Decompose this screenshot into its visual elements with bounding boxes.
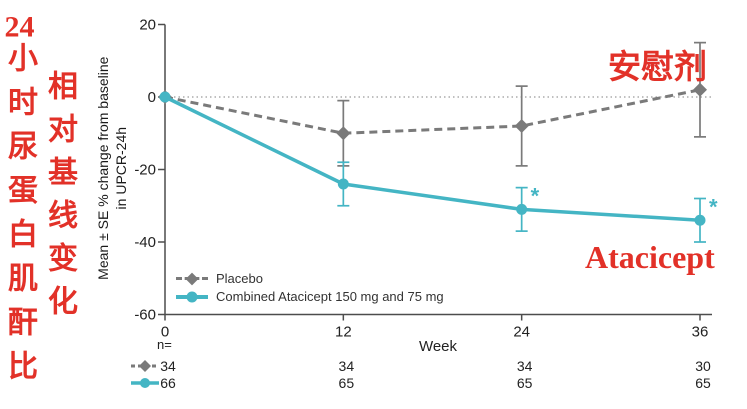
- atacicept-annotation: Atacicept: [585, 239, 715, 275]
- y-axis-title: Mean ± SE % change from baseline in UPCR…: [94, 23, 130, 313]
- atacicept-n-value: 65: [339, 375, 355, 391]
- left-annotation-upcr-24h: 24小时尿蛋白肌酐比: [3, 12, 36, 394]
- y-axis-tick-label: -60: [134, 307, 156, 324]
- atacicept-n-value: 65: [517, 375, 533, 391]
- placebo-legend-marker-icon: [176, 271, 208, 286]
- placebo-legend-diamond-icon: [185, 272, 199, 286]
- atacicept-line: [164, 95, 701, 222]
- legend-item-atacicept: Combined Atacicept 150 mg and 75 mg: [176, 289, 444, 304]
- significance-asterisk: *: [709, 194, 718, 219]
- legend-label-placebo: Placebo: [216, 271, 263, 286]
- placebo-n-value: 34: [517, 358, 533, 374]
- y-axis-tick-label: 0: [148, 89, 156, 106]
- left-annotation-upcr-text: 小时尿蛋白肌酐比: [3, 42, 36, 394]
- n-equals-label: n=: [157, 337, 172, 352]
- x-axis-tick-label: 36: [692, 324, 709, 341]
- atacicept-marker: [337, 178, 349, 190]
- atacicept-marker: [694, 214, 706, 226]
- atacicept-n-value: 66: [160, 375, 176, 391]
- atacicept-n-value: 65: [695, 375, 711, 391]
- y-axis-tick-label: 20: [139, 17, 156, 34]
- placebo-marker: [336, 126, 351, 141]
- x-axis-tick-label: 24: [513, 324, 530, 341]
- placebo-row-marker: [139, 360, 151, 372]
- x-axis-tick-label: 12: [335, 324, 352, 341]
- placebo-marker: [514, 119, 529, 133]
- legend: Placebo Combined Atacicept 150 mg and 75…: [176, 271, 444, 304]
- y-axis-tick-label: -20: [134, 162, 156, 179]
- x-axis-tick-label: 0: [161, 324, 169, 341]
- placebo-annotation-cn: 安慰剂: [608, 50, 707, 86]
- atacicept-legend-circle-icon: [186, 291, 198, 303]
- left-annotation-change-from-baseline: 相对基线变化: [43, 70, 76, 328]
- legend-label-atacicept: Combined Atacicept 150 mg and 75 mg: [216, 289, 444, 304]
- atacicept-marker: [159, 91, 171, 103]
- placebo-n-value: 34: [160, 358, 176, 374]
- placebo-line: [164, 88, 701, 135]
- y-axis-title-line2: in UPCR-24h: [113, 126, 129, 210]
- x-axis-title: Week: [419, 338, 458, 355]
- atacicept-marker: [516, 203, 528, 215]
- atacicept-legend-marker-icon: [176, 289, 208, 304]
- placebo-marker: [693, 82, 707, 97]
- left-annotation-24-digits: 24: [4, 12, 35, 42]
- y-axis-tick-label: -40: [134, 234, 156, 251]
- legend-item-placebo: Placebo: [176, 271, 444, 286]
- placebo-n-value: 30: [695, 358, 711, 374]
- y-axis-title-line1: Mean ± SE % change from baseline: [94, 56, 111, 280]
- significance-asterisk: *: [531, 183, 540, 208]
- placebo-n-value: 34: [339, 358, 355, 374]
- atacicept-row-marker: [140, 378, 150, 388]
